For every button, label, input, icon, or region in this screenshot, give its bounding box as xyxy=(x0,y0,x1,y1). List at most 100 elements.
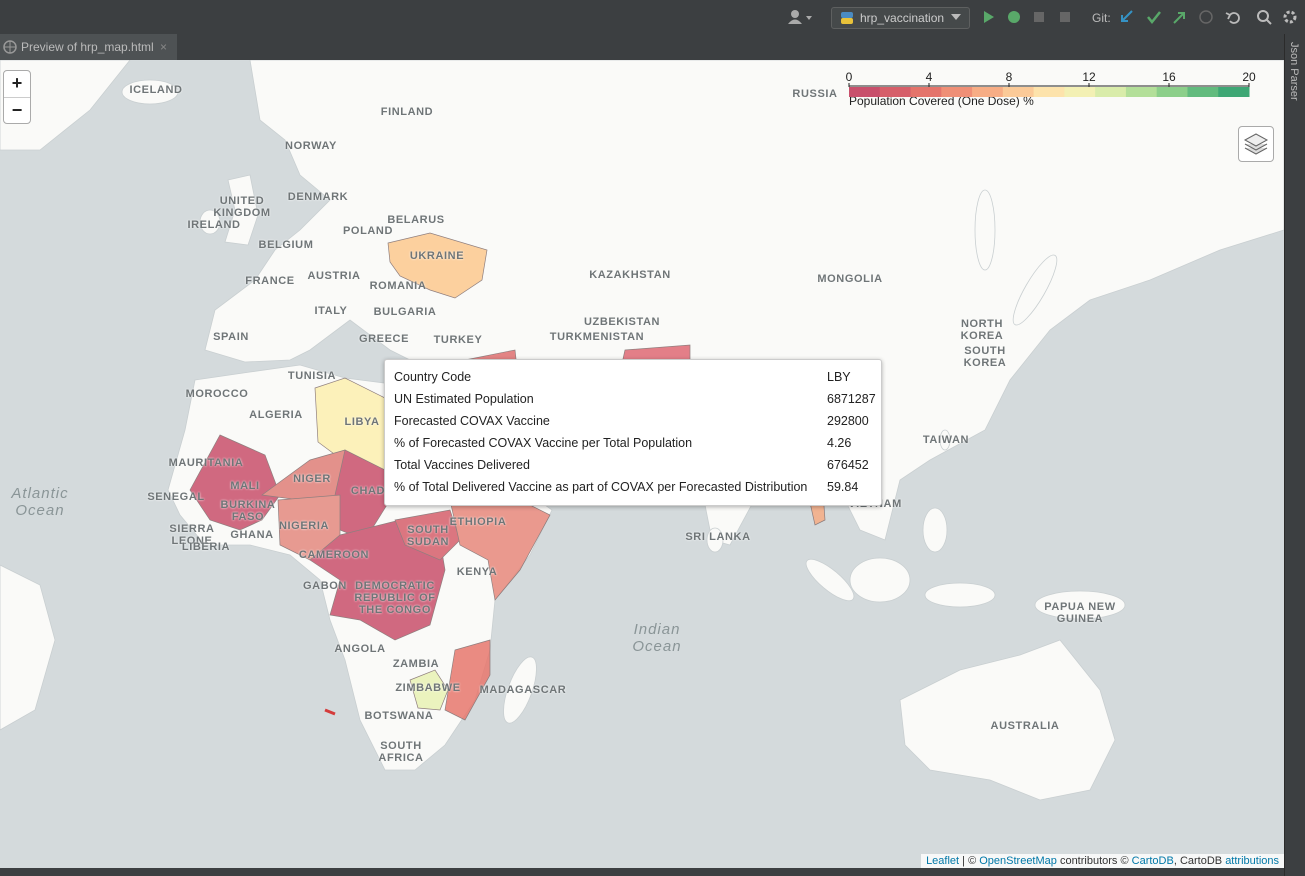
country-label: ICELAND xyxy=(129,84,183,96)
legend-swatch xyxy=(1002,87,1035,97)
country-label: TURKMENISTAN xyxy=(549,331,645,343)
legend-tick-label: 8 xyxy=(1006,70,1013,84)
run-icons[interactable] xyxy=(982,9,1082,27)
country-label: ETHIOPIA xyxy=(449,516,507,528)
country-label: MOROCCO xyxy=(185,388,249,400)
country-label: AUSTRIA xyxy=(307,270,361,282)
country-label: BELARUS xyxy=(387,214,445,226)
legend-tick-label: 20 xyxy=(1242,70,1256,84)
country-label: ANGOLA xyxy=(334,643,386,655)
tooltip-key: UN Estimated Population xyxy=(394,392,534,406)
attribution-link[interactable]: Leaflet xyxy=(926,855,960,867)
tooltip-key: Country Code xyxy=(394,370,472,384)
country-label: GREECE xyxy=(358,333,410,345)
run-config[interactable]: hrp_vaccination xyxy=(831,7,970,29)
attribution: Leaflet | © OpenStreetMap contributors ©… xyxy=(921,854,1284,868)
map-base xyxy=(0,60,1284,801)
attribution-text: | © xyxy=(959,855,980,867)
country-label: TUNISIA xyxy=(287,370,337,382)
tab-bar xyxy=(0,34,1284,60)
editor-tab[interactable]: Preview of hrp_map.html × xyxy=(0,34,177,60)
git-icons[interactable] xyxy=(1118,9,1298,27)
legend-tick-label: 16 xyxy=(1162,70,1176,84)
zoom-in[interactable]: + xyxy=(4,71,30,98)
country-label: POLAND xyxy=(342,225,394,237)
tooltip-value: 59.84 xyxy=(827,480,859,494)
tab-title: Preview of hrp_map.html xyxy=(21,40,154,54)
country-label: SIERRA LEONE xyxy=(169,523,215,547)
country-label: GHANA xyxy=(230,529,274,541)
map[interactable]: ICELAND FINLAND NORWAY DENMARK UNITED KINGDO… xyxy=(0,60,1284,868)
country-label: ITALY xyxy=(314,305,348,317)
country-label: RUSSIA xyxy=(792,88,838,100)
zoom-out[interactable]: − xyxy=(11,100,23,120)
attribution-link[interactable]: OpenStreetMap xyxy=(979,855,1057,867)
country-label: KENYA xyxy=(456,566,498,578)
layers-control[interactable] xyxy=(1238,126,1274,162)
tooltip: Country Code LBY UN Estimated Population 68… xyxy=(384,359,882,506)
legend-swatch xyxy=(1064,87,1096,97)
tooltip-value: LBY xyxy=(827,370,851,384)
country-label: CHAD xyxy=(350,485,386,497)
country-label: MALI xyxy=(230,480,260,492)
country-label: LIBYA xyxy=(344,416,380,428)
python-icon xyxy=(841,12,853,24)
ocean-label: Atlantic Ocean xyxy=(11,485,69,519)
dropdown-arrow xyxy=(951,14,961,20)
country-label: FINLAND xyxy=(380,106,434,118)
country-label: BELGIUM xyxy=(258,239,314,251)
attribution-link[interactable]: CartoDB xyxy=(1131,855,1174,867)
tooltip-value: 6871287 xyxy=(827,392,876,406)
tooltip-value: 676452 xyxy=(827,458,869,472)
country-label: SOUTH AFRICA xyxy=(378,740,424,764)
legend-swatch xyxy=(910,87,942,97)
country-label: BOTSWANA xyxy=(364,710,434,722)
legend-swatch xyxy=(1125,87,1158,97)
country-label: ZAMBIA xyxy=(392,658,440,670)
ocean-label: Indian Ocean xyxy=(632,621,682,655)
country-label: NORTH KOREA xyxy=(960,318,1004,342)
country-label: MADAGASCAR xyxy=(479,684,567,696)
git-label: Git: xyxy=(1092,11,1111,25)
user-icon[interactable] xyxy=(787,9,815,25)
tooltip-key: % of Forecasted COVAX Vaccine per Total … xyxy=(394,436,693,450)
attribution-link[interactable]: attributions xyxy=(1225,855,1279,867)
side-panel-label[interactable]: Json Parser xyxy=(1288,42,1300,101)
tooltip-value: 4.26 xyxy=(827,436,852,450)
country-label: NIGERIA xyxy=(278,520,330,532)
legend-swatch xyxy=(1187,87,1219,97)
country-label: FRANCE xyxy=(245,275,295,287)
legend-swatch xyxy=(1218,87,1250,97)
country-label: SPAIN xyxy=(213,331,249,343)
status-strip xyxy=(0,868,1284,876)
country-label: GABON xyxy=(303,580,347,592)
legend-swatch xyxy=(972,87,1004,97)
country-label: LIBERIA xyxy=(181,541,231,553)
country-label: SRI LANKA xyxy=(685,531,751,543)
tooltip-key: Forecasted COVAX Vaccine xyxy=(394,414,550,428)
country-label: TURKEY xyxy=(433,334,483,346)
legend-swatch xyxy=(1095,87,1127,97)
country-label: UZBEKISTAN xyxy=(583,316,661,328)
legend-caption: Population Covered (One Dose) % xyxy=(849,94,1034,108)
layers-icon xyxy=(1243,133,1269,155)
country-label: SOUTH KOREA xyxy=(963,345,1007,369)
legend-swatch xyxy=(849,87,881,97)
tab-close[interactable]: × xyxy=(160,40,168,54)
country-label: MONGOLIA xyxy=(817,273,883,285)
attribution-text: contributors © xyxy=(1056,855,1132,867)
country-label: BURKINA FASO xyxy=(220,499,276,523)
tooltip-key: Total Vaccines Delivered xyxy=(394,458,530,472)
country-label: NIGER xyxy=(293,473,331,485)
tooltip-value: 292800 xyxy=(827,414,869,428)
tooltip-key: % of Total Delivered Vaccine as part of … xyxy=(394,480,808,494)
legend-tick-label: 12 xyxy=(1082,70,1096,84)
globe-icon xyxy=(3,40,17,54)
country-label: BULGARIA xyxy=(373,306,437,318)
attribution-text: , CartoDB xyxy=(1173,855,1226,867)
country-label: AUSTRALIA xyxy=(990,720,1060,732)
country-label: KAZAKHSTAN xyxy=(589,269,671,281)
country-label: ROMANIA xyxy=(369,280,427,292)
country-label: IRELAND xyxy=(187,219,241,231)
